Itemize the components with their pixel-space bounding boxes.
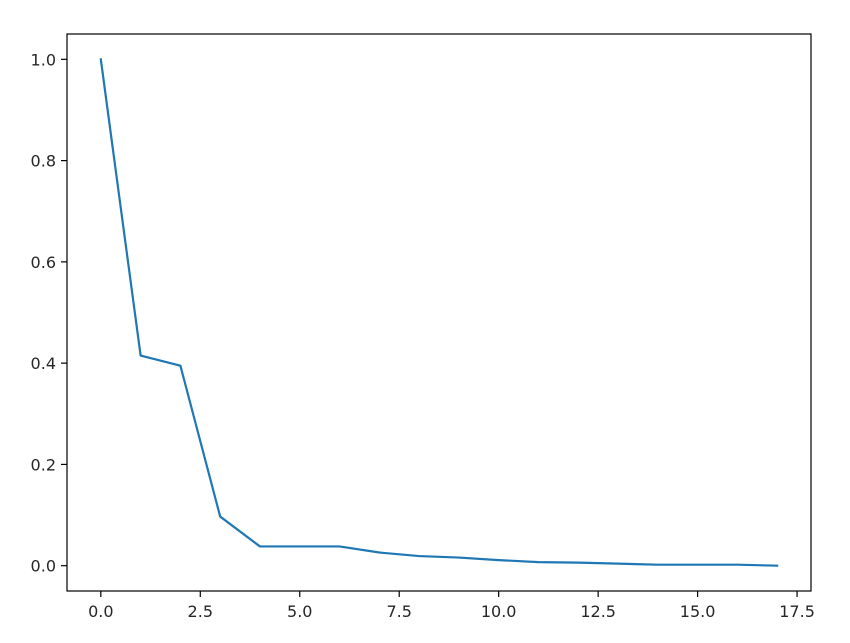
y-tick-label: 0.4 bbox=[31, 354, 56, 373]
x-tick-label: 12.5 bbox=[580, 602, 616, 621]
series-layer bbox=[99, 58, 779, 567]
x-tick-label: 17.5 bbox=[779, 602, 815, 621]
y-tick-label: 1.0 bbox=[31, 50, 56, 69]
y-tick-label: 0.8 bbox=[31, 152, 56, 171]
x-tick-label: 0.0 bbox=[88, 602, 113, 621]
plot-background bbox=[67, 34, 811, 591]
plot-frame bbox=[66, 33, 812, 592]
y-tick-label: 0.0 bbox=[31, 557, 56, 576]
x-axis-ticks: 0.0 2.5 5.0 7.5 10.0 12.5 15.0 17.5 bbox=[88, 591, 815, 621]
y-tick-label: 0.2 bbox=[31, 455, 56, 474]
y-tick-label: 0.6 bbox=[31, 253, 56, 272]
x-tick-label: 5.0 bbox=[287, 602, 312, 621]
x-tick-label: 2.5 bbox=[188, 602, 213, 621]
x-tick-label: 10.0 bbox=[481, 602, 517, 621]
x-tick-label: 7.5 bbox=[386, 602, 411, 621]
x-tick-label: 15.0 bbox=[680, 602, 716, 621]
series-line-0 bbox=[99, 58, 779, 567]
y-axis-ticks: 0.0 0.2 0.4 0.6 0.8 1.0 bbox=[31, 50, 67, 576]
